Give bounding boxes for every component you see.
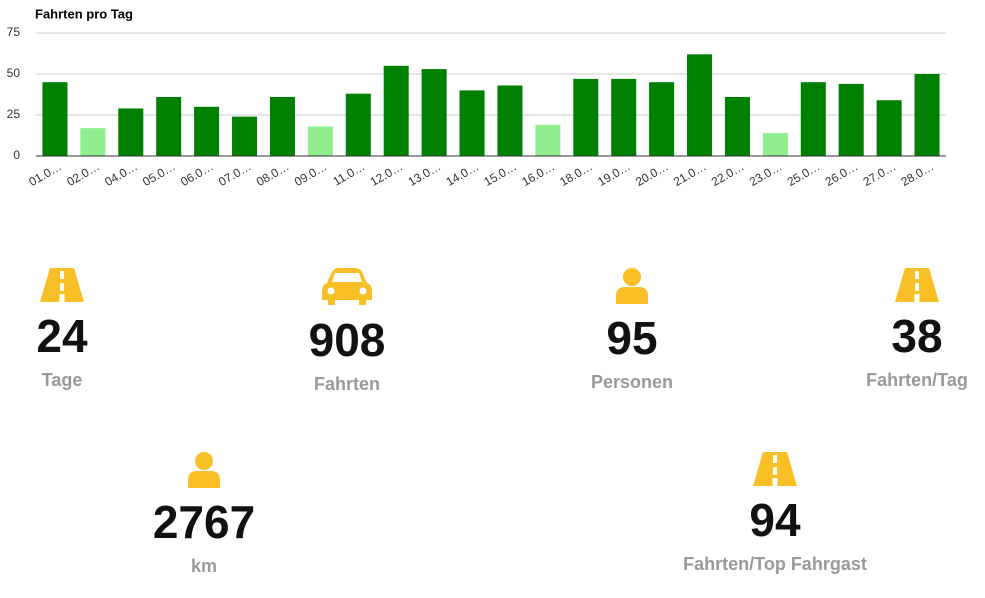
bar <box>345 93 371 156</box>
x-tick-label: 14.0… <box>444 159 482 189</box>
x-tick-label: 13.0… <box>406 159 444 189</box>
x-tick-label: 15.0… <box>481 159 519 189</box>
bar <box>876 100 902 156</box>
bar <box>459 90 485 156</box>
bar <box>687 54 713 156</box>
x-tick-label: 12.0… <box>368 159 406 189</box>
bar <box>800 82 826 156</box>
bar <box>269 96 295 156</box>
stat-label: Fahrten/Tag <box>866 370 968 390</box>
x-tick-label: 20.0… <box>633 159 671 189</box>
road-icon <box>40 268 84 302</box>
x-tick-label: 23.0… <box>747 159 785 189</box>
bar <box>383 65 409 156</box>
bar <box>156 96 182 156</box>
x-tick-label: 28.0… <box>899 159 937 189</box>
stat-label: Personen <box>590 372 674 392</box>
bar <box>914 74 940 156</box>
x-tick-label: 01.0… <box>26 159 64 189</box>
y-tick-label: 75 <box>7 25 21 39</box>
stat-label: Fahrten <box>313 374 380 394</box>
x-tick-label: 08.0… <box>254 159 292 189</box>
stat-value: 94 <box>749 494 801 546</box>
x-tick-label: 25.0… <box>785 159 823 189</box>
car-icon <box>322 268 372 305</box>
bar <box>535 124 561 156</box>
stat-value: 908 <box>308 314 386 366</box>
bar <box>611 78 637 156</box>
chart-title: Fahrten pro Tag <box>35 6 133 21</box>
x-tick-label: 09.0… <box>292 159 330 189</box>
stat-value: 24 <box>36 310 88 362</box>
x-tick-label: 27.0… <box>861 159 899 189</box>
stat: 94 Fahrten/Top Fahrgast <box>645 452 905 575</box>
x-tick-label: 19.0… <box>595 159 633 189</box>
x-tick-label: 11.0… <box>331 159 368 188</box>
person-icon <box>188 452 220 488</box>
bar <box>232 116 258 156</box>
stat-value: 2767 <box>152 496 256 548</box>
bar <box>838 83 864 156</box>
y-tick-label: 25 <box>7 107 21 121</box>
bar <box>573 78 599 156</box>
stat: 24 Tage <box>0 268 192 391</box>
bar <box>649 82 675 156</box>
stat-label: km <box>190 556 217 576</box>
x-tick-label: 02.0… <box>64 159 102 189</box>
stat-label: Tage <box>41 370 83 390</box>
bar <box>194 106 220 156</box>
stat-value: 95 <box>606 312 658 364</box>
x-tick-label: 18.0… <box>557 159 595 189</box>
x-tick-label: 04.0… <box>102 159 140 189</box>
bar <box>497 85 523 156</box>
x-tick-label: 26.0… <box>823 159 861 189</box>
x-tick-label: 16.0… <box>519 159 557 189</box>
bar <box>307 126 333 156</box>
bar <box>118 108 144 156</box>
x-tick-label: 22.0… <box>709 159 747 189</box>
person-icon <box>616 268 648 304</box>
stat: 2767 km <box>74 452 334 577</box>
bar <box>762 133 788 156</box>
stat: 38 Fahrten/Tag <box>787 268 985 391</box>
stat: 908 Fahrten <box>217 268 477 395</box>
stat-value: 38 <box>891 310 943 362</box>
bar <box>80 128 106 156</box>
bar <box>724 96 750 156</box>
bar <box>42 82 68 156</box>
y-tick-label: 0 <box>13 148 20 162</box>
x-tick-label: 21.0… <box>671 159 709 189</box>
road-icon <box>895 268 939 302</box>
x-tick-label: 07.0… <box>216 159 254 189</box>
stat-label: Fahrten/Top Fahrgast <box>683 554 867 574</box>
bar <box>421 69 447 156</box>
x-tick-label: 06.0… <box>178 159 216 189</box>
stat: 95 Personen <box>502 268 762 393</box>
x-tick-label: 05.0… <box>140 159 178 189</box>
chart: Fahrten pro Tag 0 25 50 75 01.0… 02.0… 04.0… 05… <box>7 6 946 189</box>
road-icon <box>753 452 797 486</box>
y-tick-label: 50 <box>7 66 21 80</box>
